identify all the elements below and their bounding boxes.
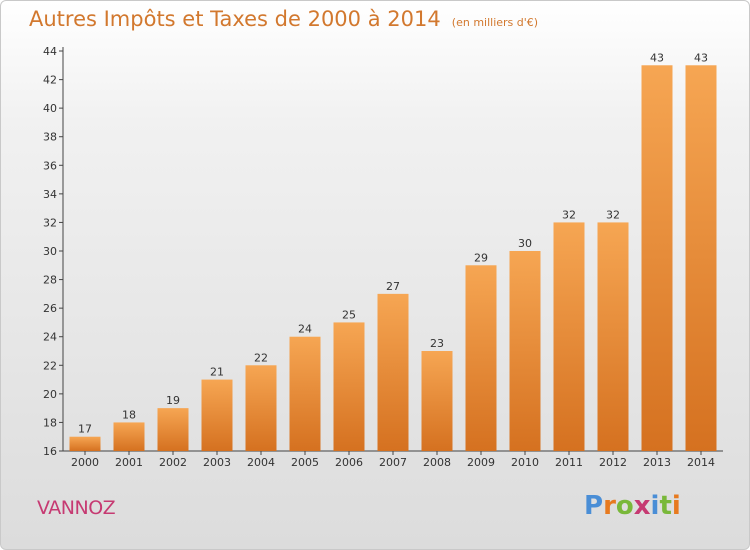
y-tick-label: 40 bbox=[43, 102, 57, 115]
x-tick-label: 2004 bbox=[247, 456, 275, 469]
data-label: 21 bbox=[210, 366, 224, 379]
y-tick-label: 20 bbox=[43, 388, 57, 401]
y-tick-label: 28 bbox=[43, 274, 57, 287]
data-label: 19 bbox=[166, 394, 180, 407]
bar-2007 bbox=[377, 293, 409, 451]
bar-2004 bbox=[245, 365, 277, 451]
x-tick-label: 2008 bbox=[423, 456, 451, 469]
data-label: 17 bbox=[78, 423, 92, 436]
data-label: 25 bbox=[342, 308, 356, 321]
logo-letter: o bbox=[615, 491, 634, 521]
logo-letter: x bbox=[633, 491, 651, 521]
y-tick-label: 16 bbox=[43, 445, 57, 458]
data-label: 24 bbox=[298, 323, 312, 336]
logo-letter: P bbox=[584, 491, 604, 521]
x-tick-label: 2012 bbox=[599, 456, 627, 469]
y-tick-label: 42 bbox=[43, 74, 57, 87]
chart-subtitle: (en milliers d'€) bbox=[451, 16, 539, 29]
bar-2008 bbox=[421, 351, 453, 451]
bar-2005 bbox=[289, 336, 321, 451]
y-tick-label: 18 bbox=[43, 416, 57, 429]
bar-2002 bbox=[157, 408, 189, 451]
bar-2006 bbox=[333, 322, 365, 451]
x-tick-label: 2002 bbox=[159, 456, 187, 469]
chart-bars bbox=[69, 65, 717, 452]
bar-2010 bbox=[509, 251, 541, 451]
logo-letter: i bbox=[650, 491, 660, 521]
y-tick-label: 32 bbox=[43, 216, 57, 229]
data-label: 30 bbox=[518, 237, 532, 250]
bar-2003 bbox=[201, 379, 233, 451]
x-tick-label: 2006 bbox=[335, 456, 363, 469]
data-label: 18 bbox=[122, 408, 136, 421]
x-tick-label: 2010 bbox=[511, 456, 539, 469]
y-tick-label: 26 bbox=[43, 302, 57, 315]
x-tick-label: 2003 bbox=[203, 456, 231, 469]
logo-letter: t bbox=[659, 491, 672, 521]
x-tick-label: 2011 bbox=[555, 456, 583, 469]
data-label: 43 bbox=[694, 51, 708, 64]
data-label: 32 bbox=[562, 208, 576, 221]
data-label: 43 bbox=[650, 51, 664, 64]
y-tick-label: 34 bbox=[43, 188, 57, 201]
x-tick-label: 2013 bbox=[643, 456, 671, 469]
data-label: 32 bbox=[606, 208, 620, 221]
bar-2011 bbox=[553, 222, 585, 451]
bar-2001 bbox=[113, 422, 145, 451]
chart-title: Autres Impôts et Taxes de 2000 à 2014 bbox=[29, 7, 441, 31]
data-label: 29 bbox=[474, 251, 488, 264]
y-tick-label: 38 bbox=[43, 131, 57, 144]
x-tick-label: 2007 bbox=[379, 456, 407, 469]
town-name: VANNOZ bbox=[37, 497, 116, 519]
x-tick-label: 2000 bbox=[71, 456, 99, 469]
y-tick-label: 22 bbox=[43, 359, 57, 372]
chart-labels: 2000 17 2001 18 2002 19 2003 21 2004 22 2005 24 2006… bbox=[71, 51, 715, 469]
y-tick-label: 44 bbox=[43, 45, 57, 58]
bar-2013 bbox=[641, 65, 673, 452]
data-label: 27 bbox=[386, 280, 400, 293]
chart-axes: 16 18 20 22 24 26 28 30 32 34 36 38 40 42 44 bbox=[43, 45, 723, 458]
data-label: 22 bbox=[254, 351, 268, 364]
bar-2012 bbox=[597, 222, 629, 451]
x-tick-label: 2014 bbox=[687, 456, 715, 469]
y-tick-label: 30 bbox=[43, 245, 57, 258]
proxiti-logo: Proxiti bbox=[584, 491, 681, 521]
data-label: 23 bbox=[430, 337, 444, 350]
title-row: Autres Impôts et Taxes de 2000 à 2014 (e… bbox=[29, 7, 538, 31]
x-tick-label: 2005 bbox=[291, 456, 319, 469]
y-tick-label: 24 bbox=[43, 331, 57, 344]
bar-2009 bbox=[465, 265, 497, 451]
y-tick-label: 36 bbox=[43, 159, 57, 172]
bar-2014 bbox=[685, 65, 717, 452]
bar-2000 bbox=[69, 436, 101, 451]
x-tick-label: 2001 bbox=[115, 456, 143, 469]
x-tick-label: 2009 bbox=[467, 456, 495, 469]
logo-letter: r bbox=[603, 491, 616, 521]
logo-letter: i bbox=[671, 491, 681, 521]
